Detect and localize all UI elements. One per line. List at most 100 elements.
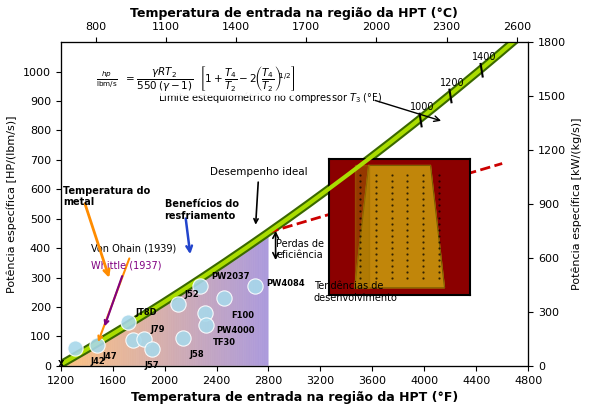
Polygon shape <box>106 337 107 366</box>
Polygon shape <box>143 315 144 366</box>
Polygon shape <box>219 266 220 366</box>
Polygon shape <box>61 364 62 366</box>
Polygon shape <box>229 259 230 366</box>
Polygon shape <box>262 236 263 366</box>
Text: J58: J58 <box>190 350 204 359</box>
Polygon shape <box>261 237 262 366</box>
Polygon shape <box>119 330 120 366</box>
Polygon shape <box>69 359 70 366</box>
Polygon shape <box>123 327 124 366</box>
Polygon shape <box>153 309 154 366</box>
Polygon shape <box>77 354 78 366</box>
Polygon shape <box>98 342 99 366</box>
Polygon shape <box>158 305 160 366</box>
Polygon shape <box>215 268 216 366</box>
Polygon shape <box>83 351 84 366</box>
Text: 1400: 1400 <box>472 52 496 62</box>
Polygon shape <box>92 346 94 366</box>
Polygon shape <box>184 289 185 366</box>
Polygon shape <box>260 238 261 366</box>
Polygon shape <box>125 326 126 366</box>
Polygon shape <box>201 278 202 366</box>
Polygon shape <box>75 356 76 366</box>
Polygon shape <box>198 279 199 366</box>
Polygon shape <box>233 256 234 366</box>
Polygon shape <box>79 353 80 366</box>
Text: J42: J42 <box>90 357 105 366</box>
Polygon shape <box>214 269 215 366</box>
Polygon shape <box>71 358 72 366</box>
Polygon shape <box>235 255 236 366</box>
Polygon shape <box>82 351 83 366</box>
Polygon shape <box>181 291 183 366</box>
Polygon shape <box>187 287 188 366</box>
Polygon shape <box>154 308 155 366</box>
Polygon shape <box>102 339 103 366</box>
Polygon shape <box>144 314 145 366</box>
Polygon shape <box>256 240 257 366</box>
Polygon shape <box>81 352 82 366</box>
Text: F100: F100 <box>231 311 254 320</box>
Polygon shape <box>117 331 118 366</box>
Polygon shape <box>213 270 214 366</box>
Polygon shape <box>199 279 200 366</box>
Polygon shape <box>67 360 68 366</box>
Polygon shape <box>244 249 245 366</box>
Polygon shape <box>85 350 86 366</box>
Polygon shape <box>243 249 244 366</box>
Polygon shape <box>222 264 223 366</box>
Polygon shape <box>78 354 79 366</box>
Polygon shape <box>237 254 238 366</box>
Polygon shape <box>252 243 253 366</box>
Polygon shape <box>126 326 127 366</box>
Polygon shape <box>217 267 218 366</box>
Polygon shape <box>204 275 205 366</box>
Text: JT8D: JT8D <box>135 308 157 317</box>
Polygon shape <box>140 317 141 366</box>
Polygon shape <box>255 241 256 366</box>
Polygon shape <box>168 299 169 366</box>
Polygon shape <box>245 248 246 366</box>
Polygon shape <box>133 321 134 366</box>
Polygon shape <box>116 331 117 366</box>
Text: J52: J52 <box>184 290 199 299</box>
Polygon shape <box>220 265 221 366</box>
Polygon shape <box>87 349 88 366</box>
Polygon shape <box>250 245 251 366</box>
Polygon shape <box>267 233 268 366</box>
Polygon shape <box>99 342 100 366</box>
Polygon shape <box>230 258 231 366</box>
Text: Whittle (1937): Whittle (1937) <box>91 261 161 324</box>
Text: PW2037: PW2037 <box>211 272 249 282</box>
Polygon shape <box>174 296 175 366</box>
Polygon shape <box>145 313 146 366</box>
Polygon shape <box>91 346 92 366</box>
Polygon shape <box>176 294 177 366</box>
Polygon shape <box>227 260 228 366</box>
Polygon shape <box>105 338 106 366</box>
Polygon shape <box>148 312 149 366</box>
Polygon shape <box>88 348 89 366</box>
Text: J79: J79 <box>151 326 166 335</box>
Polygon shape <box>142 316 143 366</box>
Polygon shape <box>101 341 102 366</box>
X-axis label: Temperatura de entrada na região da HPT (°C): Temperatura de entrada na região da HPT … <box>131 7 458 20</box>
Polygon shape <box>264 235 265 366</box>
Polygon shape <box>175 295 176 366</box>
Polygon shape <box>259 238 260 366</box>
Polygon shape <box>228 260 229 366</box>
Polygon shape <box>160 304 161 366</box>
Polygon shape <box>157 306 158 366</box>
Polygon shape <box>103 339 104 366</box>
Polygon shape <box>192 284 193 366</box>
Polygon shape <box>177 293 178 366</box>
Polygon shape <box>131 322 133 366</box>
Polygon shape <box>208 273 209 366</box>
Polygon shape <box>118 330 119 366</box>
Polygon shape <box>265 234 266 366</box>
Polygon shape <box>203 276 204 366</box>
Polygon shape <box>135 319 137 366</box>
Polygon shape <box>120 329 121 366</box>
Polygon shape <box>134 320 135 366</box>
Polygon shape <box>196 281 197 366</box>
